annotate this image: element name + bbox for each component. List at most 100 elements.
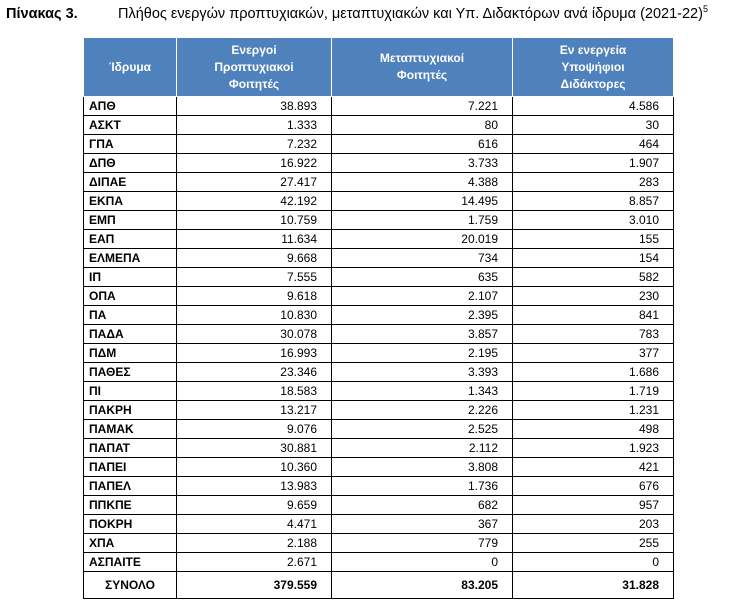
header-postgraduates: Μεταπτυχιακοί Φοιτητές (331, 37, 513, 97)
table-row: ΠΑΠΕΛ 13.983 1.736 676 (83, 476, 674, 496)
cell-institution: ΠΑΠΕΛ (83, 476, 177, 496)
cell-phd-candidates: 464 (512, 134, 674, 154)
table-row: ΠΑΔΑ 30.078 3.857 783 (83, 324, 674, 344)
table-body: ΑΠΘ 38.893 7.221 4.586 ΑΣΚΤ 1.333 80 30 ΓΠΑ 7.232… (83, 96, 674, 572)
cell-phd-candidates: 841 (512, 305, 674, 325)
cell-phd-candidates: 783 (512, 324, 674, 344)
cell-postgraduates: 2.525 (331, 419, 513, 439)
cell-postgraduates: 1.343 (331, 381, 513, 401)
cell-postgraduates: 4.388 (331, 172, 513, 192)
cell-institution: ΠΑΘΕΣ (83, 362, 177, 382)
cell-phd-candidates: 1.907 (512, 153, 674, 173)
cell-institution: ΕΛΜΕΠΑ (83, 248, 177, 268)
header-line: Διδάκτορες (560, 76, 626, 91)
cell-phd-candidates: 1.923 (512, 438, 674, 458)
cell-postgraduates: 14.495 (331, 191, 513, 211)
cell-undergraduates: 10.830 (176, 305, 332, 325)
table-row: ΔΠΘ 16.922 3.733 1.907 (83, 153, 674, 173)
cell-postgraduates: 0 (331, 552, 513, 572)
header-line: Μεταπτυχιακοί (379, 51, 465, 65)
cell-postgraduates: 2.195 (331, 343, 513, 363)
cell-phd-candidates: 676 (512, 476, 674, 496)
cell-postgraduates: 1.759 (331, 210, 513, 230)
cell-undergraduates: 16.993 (176, 343, 332, 363)
table-row: ΧΠΑ 2.188 779 255 (83, 533, 674, 553)
cell-undergraduates: 18.583 (176, 381, 332, 401)
cell-postgraduates: 779 (331, 533, 513, 553)
cell-undergraduates: 9.076 (176, 419, 332, 439)
table-row: ΠΑΠΕΙ 10.360 3.808 421 (83, 457, 674, 477)
cell-postgraduates: 2.226 (331, 400, 513, 420)
cell-postgraduates: 20.019 (331, 229, 513, 249)
cell-postgraduates: 3.857 (331, 324, 513, 344)
cell-postgraduates: 1.736 (331, 476, 513, 496)
cell-undergraduates: 42.192 (176, 191, 332, 211)
cell-phd-candidates: 3.010 (512, 210, 674, 230)
cell-undergraduates: 9.668 (176, 248, 332, 268)
cell-postgraduates: 367 (331, 514, 513, 534)
table-row: ΑΠΘ 38.893 7.221 4.586 (83, 96, 674, 116)
cell-postgraduates: 682 (331, 495, 513, 515)
cell-institution: ΠΑΜΑΚ (83, 419, 177, 439)
table-row: ΠΙ 18.583 1.343 1.719 (83, 381, 674, 401)
cell-postgraduates: 7.221 (331, 96, 513, 116)
cell-institution: ΠΠΚΠΕ (83, 495, 177, 515)
cell-institution: ΠΔΜ (83, 343, 177, 363)
table-row: ΑΣΠΑΙΤΕ 2.671 0 0 (83, 552, 674, 572)
header-line: Ίδρυμα (108, 59, 152, 74)
cell-institution: ΑΣΠΑΙΤΕ (83, 552, 177, 572)
table-row: ΠΑ 10.830 2.395 841 (83, 305, 674, 325)
cell-phd-candidates: 203 (512, 514, 674, 534)
header-line: Φοιτητές (228, 76, 280, 91)
cell-phd-candidates: 957 (512, 495, 674, 515)
cell-phd-candidates: 230 (512, 286, 674, 306)
cell-institution: ΑΣΚΤ (83, 115, 177, 135)
table-row: ΕΜΠ 10.759 1.759 3.010 (83, 210, 674, 230)
table-header: Ίδρυμα Ενεργοί Προπτυχιακοί Φοιτητές Μεταπτυ… (83, 37, 674, 97)
cell-institution: ΠΑΠΕΙ (83, 457, 177, 477)
cell-phd-candidates: 1.231 (512, 400, 674, 420)
cell-postgraduates: 2.395 (331, 305, 513, 325)
table-row: ΠΑΘΕΣ 23.346 3.393 1.686 (83, 362, 674, 382)
cell-phd-candidates: 283 (512, 172, 674, 192)
cell-undergraduates: 11.634 (176, 229, 332, 249)
table-row: ΑΣΚΤ 1.333 80 30 (83, 115, 674, 135)
cell-institution: ΑΠΘ (83, 96, 177, 116)
cell-undergraduates: 9.618 (176, 286, 332, 306)
cell-undergraduates: 30.078 (176, 324, 332, 344)
header-phd-candidates: Εν ενεργεία Υποψήφιοι Διδάκτορες (512, 37, 674, 97)
table-row: ΓΠΑ 7.232 616 464 (83, 134, 674, 154)
total-phd-candidates: 31.828 (512, 571, 674, 599)
cell-undergraduates: 7.555 (176, 267, 332, 287)
table-row: ΙΠ 7.555 635 582 (83, 267, 674, 287)
cell-phd-candidates: 498 (512, 419, 674, 439)
cell-undergraduates: 38.893 (176, 96, 332, 116)
cell-undergraduates: 13.217 (176, 400, 332, 420)
students-table: Ίδρυμα Ενεργοί Προπτυχιακοί Φοιτητές Μεταπτυ… (83, 37, 674, 599)
total-postgraduates: 83.205 (331, 571, 513, 599)
header-line: Φοιτητές (396, 68, 448, 82)
cell-phd-candidates: 30 (512, 115, 674, 135)
cell-institution: ΠΑ (83, 305, 177, 325)
total-row: ΣΥΝΟΛΟ 379.559 83.205 31.828 (83, 571, 674, 599)
table-row: ΠΑΚΡΗ 13.217 2.226 1.231 (83, 400, 674, 420)
cell-postgraduates: 734 (331, 248, 513, 268)
table-row: ΠΑΜΑΚ 9.076 2.525 498 (83, 419, 674, 439)
cell-postgraduates: 2.107 (331, 286, 513, 306)
header-line: Προπτυχιακοί (214, 59, 294, 74)
table-row: ΔΙΠΑΕ 27.417 4.388 283 (83, 172, 674, 192)
cell-institution: ΠΟΚΡΗ (83, 514, 177, 534)
cell-phd-candidates: 582 (512, 267, 674, 287)
cell-undergraduates: 23.346 (176, 362, 332, 382)
cell-phd-candidates: 377 (512, 343, 674, 363)
table-number: Πίνακας 3. (6, 6, 78, 22)
cell-undergraduates: 10.360 (176, 457, 332, 477)
total-undergraduates: 379.559 (176, 571, 332, 599)
cell-undergraduates: 2.671 (176, 552, 332, 572)
table-row: ΕΚΠΑ 42.192 14.495 8.857 (83, 191, 674, 211)
cell-institution: ΠΑΠΑΤ (83, 438, 177, 458)
cell-undergraduates: 13.983 (176, 476, 332, 496)
cell-undergraduates: 27.417 (176, 172, 332, 192)
cell-institution: ΠΑΔΑ (83, 324, 177, 344)
cell-undergraduates: 2.188 (176, 533, 332, 553)
